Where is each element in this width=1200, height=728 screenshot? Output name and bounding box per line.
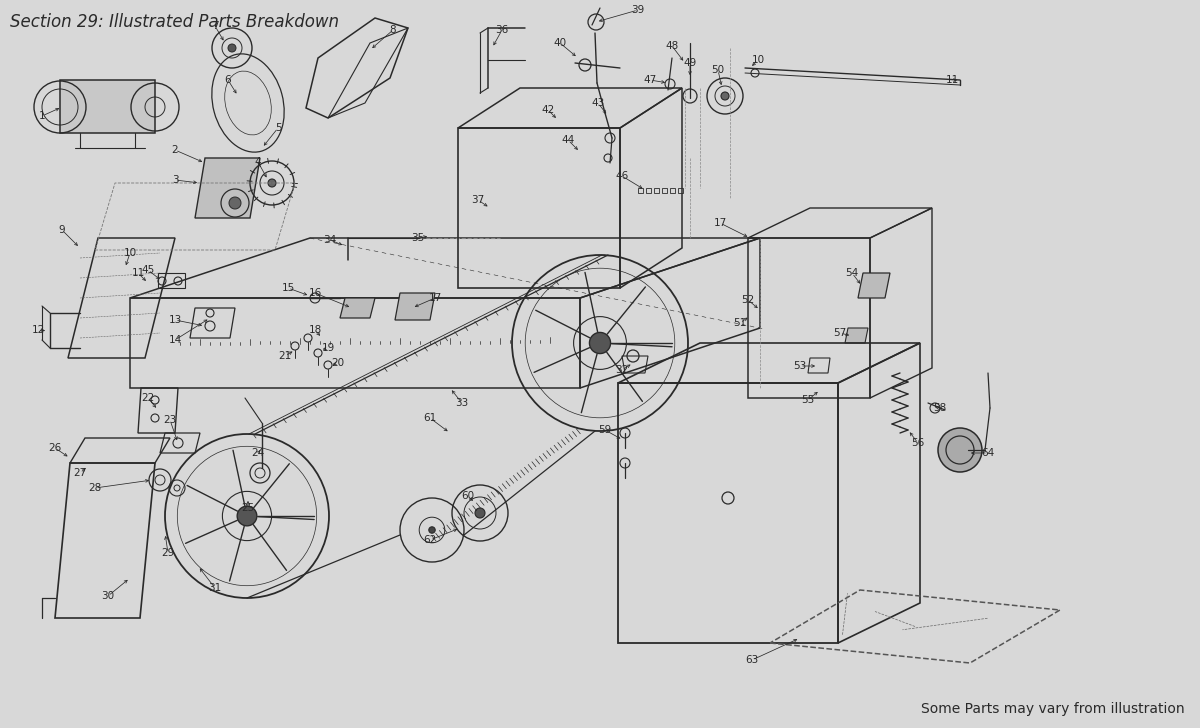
Text: 19: 19 xyxy=(322,343,335,353)
Text: 12: 12 xyxy=(31,325,44,335)
Text: 61: 61 xyxy=(424,413,437,423)
Text: 62: 62 xyxy=(424,535,437,545)
Text: 1: 1 xyxy=(38,111,46,121)
Polygon shape xyxy=(340,298,374,318)
Circle shape xyxy=(228,44,236,52)
Circle shape xyxy=(721,92,730,100)
Text: 18: 18 xyxy=(308,325,322,335)
Text: 59: 59 xyxy=(599,425,612,435)
Text: Section 29: Illustrated Parts Breakdown: Section 29: Illustrated Parts Breakdown xyxy=(10,13,340,31)
Text: 42: 42 xyxy=(541,105,554,115)
Circle shape xyxy=(268,179,276,187)
Text: 7: 7 xyxy=(211,21,218,31)
Circle shape xyxy=(229,197,241,209)
Text: 20: 20 xyxy=(331,358,344,368)
Text: 14: 14 xyxy=(168,335,181,345)
Text: 11: 11 xyxy=(131,268,145,278)
Text: 24: 24 xyxy=(251,448,265,458)
Text: 58: 58 xyxy=(934,403,947,413)
Text: 2: 2 xyxy=(172,145,179,155)
Text: 52: 52 xyxy=(742,295,755,305)
Text: 60: 60 xyxy=(462,491,474,501)
Text: 27: 27 xyxy=(73,468,86,478)
Text: 54: 54 xyxy=(845,268,859,278)
Text: 45: 45 xyxy=(142,265,155,275)
Text: 51: 51 xyxy=(733,318,746,328)
Polygon shape xyxy=(858,273,890,298)
Text: 6: 6 xyxy=(224,75,232,85)
Text: 39: 39 xyxy=(631,5,644,15)
Text: 9: 9 xyxy=(59,225,65,235)
Text: 16: 16 xyxy=(308,288,322,298)
Text: 47: 47 xyxy=(643,75,656,85)
Text: 21: 21 xyxy=(278,351,292,361)
Circle shape xyxy=(428,527,436,533)
Text: 31: 31 xyxy=(209,583,222,593)
Text: 17: 17 xyxy=(713,218,727,228)
Text: 36: 36 xyxy=(496,25,509,35)
Circle shape xyxy=(238,506,257,526)
Text: 35: 35 xyxy=(412,233,425,243)
Polygon shape xyxy=(60,80,155,133)
Text: 11: 11 xyxy=(946,75,959,85)
Text: 23: 23 xyxy=(163,415,176,425)
Text: 26: 26 xyxy=(48,443,61,453)
Text: 46: 46 xyxy=(616,171,629,181)
Text: 22: 22 xyxy=(142,393,155,403)
Text: 56: 56 xyxy=(911,438,925,448)
Polygon shape xyxy=(395,293,436,320)
Circle shape xyxy=(589,333,611,354)
Text: 40: 40 xyxy=(553,38,566,48)
Text: 37: 37 xyxy=(472,195,485,205)
Text: 25: 25 xyxy=(241,503,254,513)
Circle shape xyxy=(938,428,982,472)
Text: 33: 33 xyxy=(455,398,469,408)
Text: 44: 44 xyxy=(562,135,575,145)
Text: 3: 3 xyxy=(172,175,179,185)
Circle shape xyxy=(475,508,485,518)
Text: 8: 8 xyxy=(390,25,396,35)
Text: 55: 55 xyxy=(802,395,815,405)
Text: 10: 10 xyxy=(124,248,137,258)
Text: 13: 13 xyxy=(168,315,181,325)
Text: 57: 57 xyxy=(833,328,847,338)
Text: Some Parts may vary from illustration: Some Parts may vary from illustration xyxy=(922,702,1186,716)
Text: 64: 64 xyxy=(982,448,995,458)
Text: 15: 15 xyxy=(281,283,295,293)
Text: 10: 10 xyxy=(751,55,764,65)
Text: 43: 43 xyxy=(592,98,605,108)
Polygon shape xyxy=(845,328,868,343)
Text: 63: 63 xyxy=(745,655,758,665)
Text: 34: 34 xyxy=(323,235,337,245)
Text: 28: 28 xyxy=(89,483,102,493)
Text: 5: 5 xyxy=(275,123,281,133)
Polygon shape xyxy=(194,158,260,218)
Text: 32: 32 xyxy=(616,365,629,375)
Text: 17: 17 xyxy=(428,293,442,303)
Text: 50: 50 xyxy=(712,65,725,75)
Text: 48: 48 xyxy=(665,41,679,51)
Text: 29: 29 xyxy=(161,548,175,558)
Text: 53: 53 xyxy=(793,361,806,371)
Text: 30: 30 xyxy=(102,591,114,601)
Text: 4: 4 xyxy=(254,157,262,167)
Text: 49: 49 xyxy=(683,58,697,68)
